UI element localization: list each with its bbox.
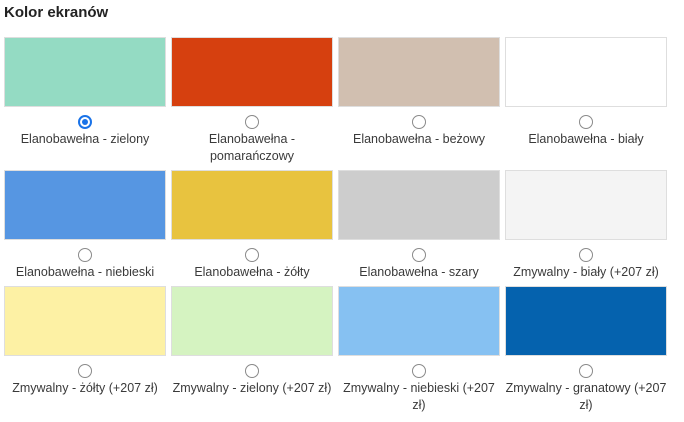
color-swatch[interactable] xyxy=(171,37,333,107)
color-swatch[interactable] xyxy=(4,286,166,356)
radio-button[interactable] xyxy=(78,115,92,129)
section-title: Kolor ekranów xyxy=(4,4,109,21)
color-swatch[interactable] xyxy=(171,286,333,356)
option-label: Elanobawełna - beżowy xyxy=(352,132,486,146)
option-label: Zmywalny - niebieski (+207 zł) xyxy=(343,381,495,412)
option-label: Elanobawełna - pomarańczowy xyxy=(208,132,296,163)
radio-button[interactable] xyxy=(412,364,426,378)
option-label: Elanobawełna - żółty xyxy=(194,265,310,279)
color-swatch[interactable] xyxy=(505,170,667,240)
color-swatch[interactable] xyxy=(171,170,333,240)
radio-button[interactable] xyxy=(412,115,426,129)
color-swatch[interactable] xyxy=(505,286,667,356)
radio-button[interactable] xyxy=(78,364,92,378)
color-swatch[interactable] xyxy=(338,170,500,240)
radio-button[interactable] xyxy=(245,115,259,129)
option-label: Zmywalny - zielony (+207 zł) xyxy=(172,381,332,395)
color-swatch[interactable] xyxy=(338,37,500,107)
color-swatch[interactable] xyxy=(505,37,667,107)
radio-button[interactable] xyxy=(579,248,593,262)
color-swatch[interactable] xyxy=(4,170,166,240)
option-label: Elanobawełna - niebieski xyxy=(15,265,155,279)
radio-button[interactable] xyxy=(412,248,426,262)
radio-button[interactable] xyxy=(579,115,593,129)
radio-button[interactable] xyxy=(245,364,259,378)
color-swatch[interactable] xyxy=(338,286,500,356)
option-label: Elanobawełna - biały xyxy=(528,132,644,146)
option-label: Zmywalny - biały (+207 zł) xyxy=(513,265,659,279)
radio-button[interactable] xyxy=(245,248,259,262)
option-label: Elanobawełna - zielony xyxy=(20,132,150,146)
option-label: Zmywalny - granatowy (+207 zł) xyxy=(505,381,667,412)
radio-button[interactable] xyxy=(78,248,92,262)
radio-button[interactable] xyxy=(579,364,593,378)
option-label: Zmywalny - żółty (+207 zł) xyxy=(12,381,158,395)
option-label: Elanobawełna - szary xyxy=(359,265,479,279)
color-swatch[interactable] xyxy=(4,37,166,107)
